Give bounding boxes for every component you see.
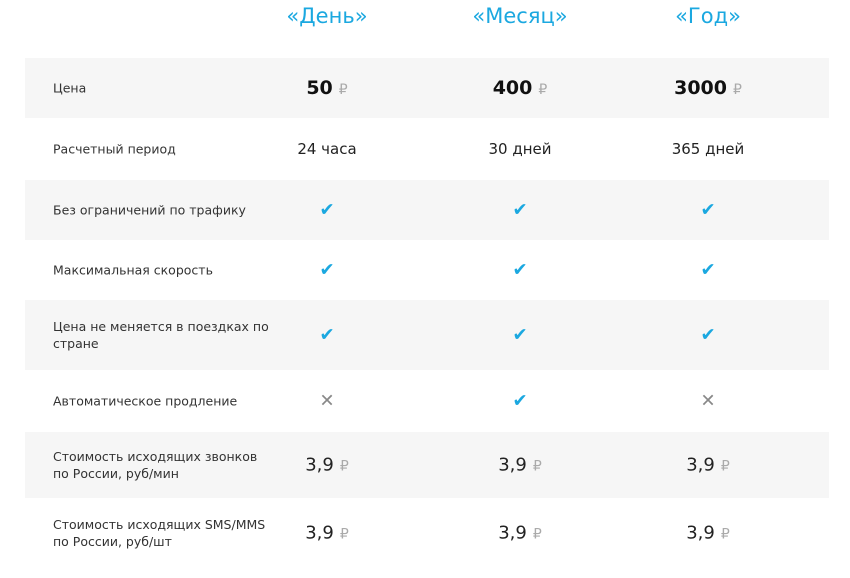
value: 3,9 [305,522,334,544]
value: 3000 [674,77,727,99]
check-icon: ✔ [512,390,528,412]
cross-icon: ✕ [319,390,335,412]
ruble-sign: ₽ [532,526,542,543]
check-icon: ✔ [700,259,716,281]
check-icon: ✔ [319,259,335,281]
check-icon: ✔ [512,324,528,346]
ruble-sign: ₽ [339,526,349,543]
cell-value: 3000 ₽ [674,77,742,99]
table-row: Цена 50 ₽400 ₽3000 ₽ [25,58,829,118]
value: 24 часа [297,140,357,158]
check-icon: ✔ [319,324,335,346]
ruble-sign: ₽ [732,82,742,98]
ruble-sign: ₽ [339,458,349,475]
ruble-sign: ₽ [538,82,548,98]
cell-value: 50 ₽ [306,77,347,99]
table-row: Стоимость исходящих SMS/MMS по России, р… [25,498,829,568]
table-row: Без ограничений по трафику ✔ ✔ ✔ [25,180,829,240]
row-label: Цена [53,80,87,96]
cell-value: 24 часа [297,140,356,158]
row-label: Максимальная скорость [53,262,213,278]
plan-header: «День» [286,4,368,28]
check-icon: ✔ [319,199,335,221]
value: 400 [492,77,533,99]
cross-icon: ✕ [700,390,716,412]
value: 365 дней [671,140,745,158]
check-icon: ✔ [512,259,528,281]
table-row: Расчетный период 24 часа 30 дней 365 дней [25,118,829,180]
value: 3,9 [686,522,715,544]
value: 3,9 [305,454,334,476]
row-label: Автоматическое продление [53,393,238,409]
table-row: Цена не меняется в поездках по стране ✔ ✔ ✔ [25,300,829,370]
row-label: Расчетный период [53,141,176,157]
cell-value: 3,9 ₽ [305,523,349,544]
row-label: Стоимость исходящих SMS/MMS по России, р… [53,517,266,549]
cell-value: 3,9 ₽ [305,455,349,476]
cell-value: 3,9 ₽ [498,455,542,476]
table-row: Автоматическое продление ✕ ✔ ✕ [25,370,829,432]
plan-header: «Год» [675,4,741,28]
ruble-sign: ₽ [720,526,730,543]
cell-value: 30 дней [488,140,551,158]
table-row: Стоимость исходящих звонков по России, р… [25,432,829,498]
value: 50 [306,77,333,99]
value: 30 дней [488,140,552,158]
row-label: Цена не меняется в поездках по стране [53,319,269,351]
check-icon: ✔ [700,199,716,221]
cell-value: 365 дней [672,140,745,158]
plan-header: «Месяц» [472,4,568,28]
row-label: Без ограничений по трафику [53,202,246,218]
value: 3,9 [498,522,527,544]
ruble-sign: ₽ [338,82,348,98]
check-icon: ✔ [700,324,716,346]
cell-value: 400 ₽ [493,77,548,99]
ruble-sign: ₽ [720,458,730,475]
row-label: Стоимость исходящих звонков по России, р… [53,449,258,481]
cell-value: 3,9 ₽ [498,523,542,544]
value: 3,9 [686,454,715,476]
table-row: Максимальная скорость ✔ ✔ ✔ [25,240,829,300]
value: 3,9 [498,454,527,476]
check-icon: ✔ [512,199,528,221]
cell-value: 3,9 ₽ [686,523,730,544]
cell-value: 3,9 ₽ [686,455,730,476]
ruble-sign: ₽ [532,458,542,475]
